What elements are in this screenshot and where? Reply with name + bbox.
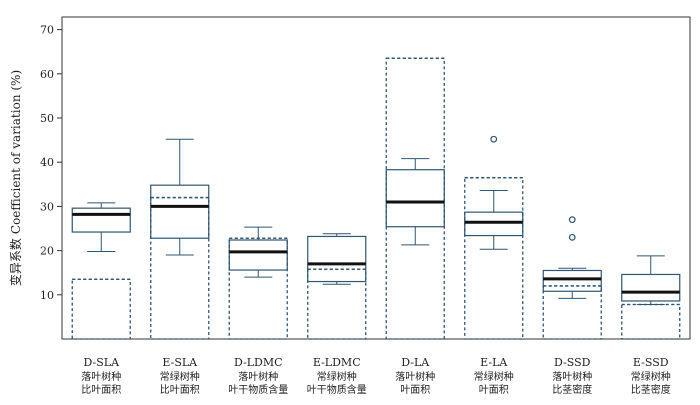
- box-group-e-la: [464, 135, 524, 340]
- y-tick-label: 40: [40, 156, 54, 169]
- category-code-label: D-LA: [401, 356, 430, 369]
- dashed-box: [385, 57, 445, 340]
- category-group-label: 常绿树种: [631, 370, 671, 383]
- category-group-label: 落叶树种: [238, 370, 278, 383]
- outlier-point: [490, 135, 498, 143]
- iqr-box: [150, 184, 210, 239]
- y-axis: 10 20 30 40 50 60 70: [40, 24, 62, 302]
- y-tick-label: 50: [40, 112, 54, 125]
- y-tick-label: 20: [40, 245, 54, 258]
- y-axis-title: 变异系数 Coefficient of variation (%): [8, 70, 23, 286]
- category-trait-label: 叶面积: [400, 384, 430, 396]
- category-code-label: D-SLA: [83, 356, 120, 369]
- category-trait-label: 比茎密度: [631, 383, 671, 396]
- y-axis-title-cn: 变异系数: [8, 238, 23, 286]
- category-code-label: E-SLA: [162, 356, 198, 369]
- category-trait-label: 叶面积: [479, 384, 509, 396]
- iqr-box: [542, 269, 602, 292]
- y-tick-label: 30: [40, 200, 54, 213]
- box-group-d-ldmc: [228, 226, 288, 340]
- category-group-label: 落叶树种: [552, 370, 592, 383]
- category-code-label: D-LDMC: [234, 356, 283, 369]
- iqr-box: [71, 207, 131, 233]
- category-code-label: D-SSD: [554, 356, 591, 369]
- category-group-label: 常绿树种: [474, 370, 514, 383]
- category-trait-label: 比叶面积: [81, 384, 121, 396]
- category-trait-label: 比叶面积: [160, 384, 200, 396]
- box-group-e-sla: [150, 138, 210, 340]
- category-trait-label: 叶干物质含量: [228, 383, 288, 396]
- dashed-box: [71, 278, 131, 340]
- category-group-label: 常绿树种: [160, 370, 200, 383]
- category-trait-label: 比茎密度: [552, 383, 592, 396]
- plot-frame: [61, 16, 691, 340]
- category-group-label: 落叶树种: [395, 370, 435, 383]
- x-axis-labels: D-SLA落叶树种比叶面积E-SLA常绿树种比叶面积D-LDMC落叶树种叶干物质…: [81, 356, 671, 396]
- iqr-box: [307, 235, 367, 283]
- iqr-box: [385, 169, 445, 228]
- dashed-box: [150, 196, 210, 340]
- outlier-point: [568, 216, 576, 224]
- dashed-box: [307, 268, 367, 340]
- category-trait-label: 叶干物质含量: [307, 383, 367, 396]
- box-group-d-ssd: [542, 216, 602, 340]
- box-group-e-ldmc: [307, 233, 367, 340]
- iqr-box: [621, 273, 681, 302]
- boxes: [71, 57, 681, 340]
- category-code-label: E-LDMC: [313, 356, 361, 369]
- category-group-label: 常绿树种: [317, 370, 357, 383]
- y-axis-title-en: Coefficient of variation (%): [9, 70, 23, 234]
- y-tick-label: 10: [40, 289, 54, 302]
- iqr-box: [228, 239, 288, 271]
- box-group-e-ssd: [621, 255, 681, 340]
- category-code-label: E-SSD: [633, 356, 669, 369]
- y-tick-label: 70: [40, 24, 54, 37]
- dashed-box: [621, 303, 681, 340]
- box-group-d-sla: [71, 202, 131, 340]
- y-tick-label: 60: [40, 68, 54, 81]
- box-group-d-la: [385, 57, 445, 340]
- outlier-point: [568, 233, 576, 241]
- category-code-label: E-LA: [480, 356, 508, 369]
- iqr-box: [464, 211, 524, 237]
- category-group-label: 落叶树种: [81, 370, 121, 383]
